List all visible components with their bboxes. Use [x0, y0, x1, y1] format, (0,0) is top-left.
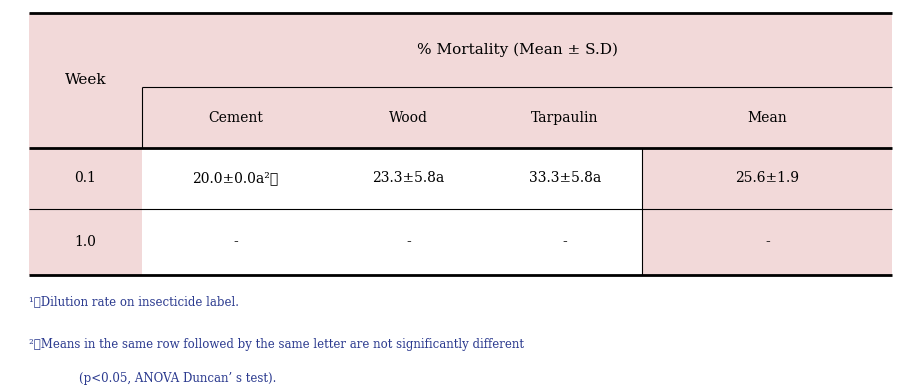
Text: Mean: Mean — [747, 111, 786, 125]
Text: 33.3±5.8a: 33.3±5.8a — [528, 171, 600, 185]
Text: Week: Week — [65, 74, 107, 87]
Text: -: - — [562, 235, 567, 249]
Text: Cement: Cement — [208, 111, 262, 125]
Text: 25.6±1.9: 25.6±1.9 — [734, 171, 799, 185]
Text: 23.3±5.8a: 23.3±5.8a — [372, 171, 444, 185]
Bar — [142, 148, 641, 276]
Text: % Mortality (Mean ± S.D): % Mortality (Mean ± S.D) — [416, 43, 617, 57]
Text: -: - — [233, 235, 238, 249]
Text: ²⧸Means in the same row followed by the same letter are not significantly differ: ²⧸Means in the same row followed by the … — [28, 337, 523, 351]
Text: (p<0.05, ANOVA Duncan’ s test).: (p<0.05, ANOVA Duncan’ s test). — [78, 372, 276, 385]
Text: 1.0: 1.0 — [75, 235, 97, 249]
Text: -: - — [405, 235, 410, 249]
Text: 20.0±0.0a²⧸: 20.0±0.0a²⧸ — [192, 171, 279, 185]
Text: -: - — [764, 235, 769, 249]
Text: ¹⧸Dilution rate on insecticide label.: ¹⧸Dilution rate on insecticide label. — [28, 296, 239, 309]
Text: Tarpaulin: Tarpaulin — [531, 111, 599, 125]
Text: 0.1: 0.1 — [75, 171, 97, 185]
Bar — [28, 13, 892, 276]
Text: Wood: Wood — [388, 111, 427, 125]
